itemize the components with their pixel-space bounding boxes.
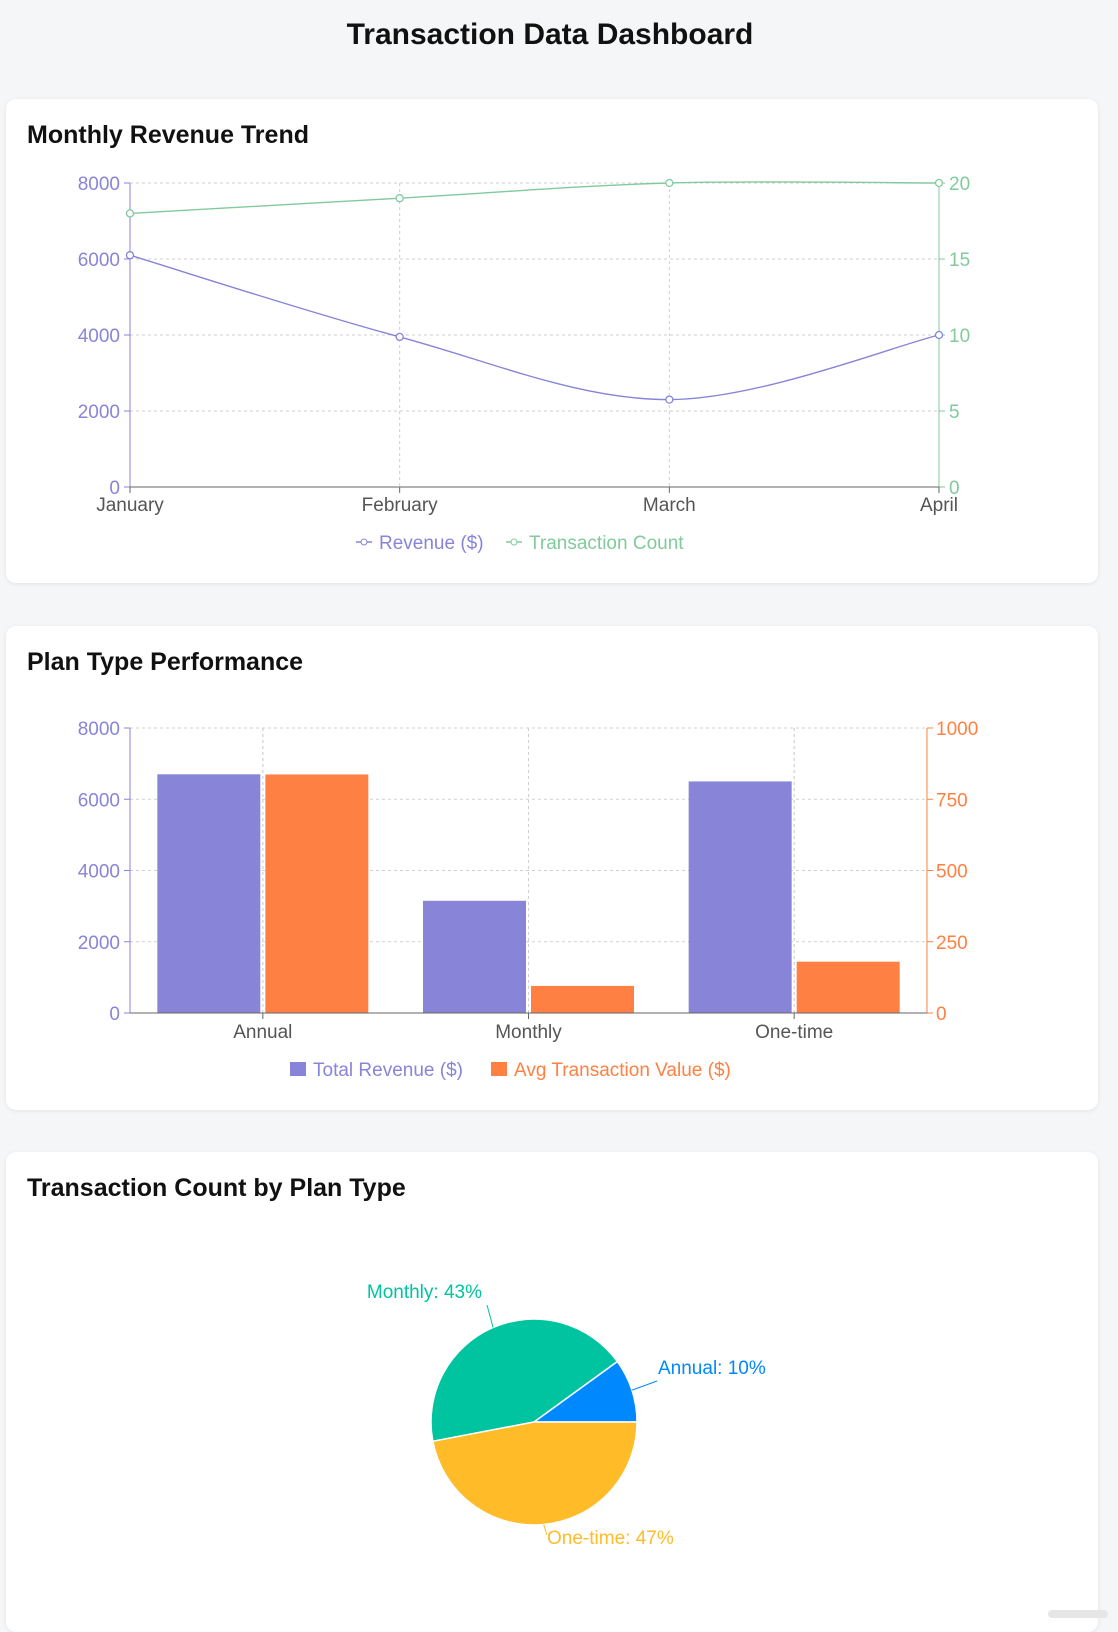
x-tick-label: One-time [755,1022,833,1043]
y-left-tick-label: 6000 [78,790,120,811]
y-right-tick-label: 500 [936,862,968,883]
legend-transaction-count-marker [511,539,517,545]
revenue-point [666,396,673,403]
revenue-point [127,252,134,259]
y-left-tick-label: 2000 [78,933,120,954]
legend-transaction-count-label: Transaction Count [529,533,684,554]
revenue-line [130,255,939,399]
y-left-tick-label: 0 [109,1004,120,1025]
bar-avg-transaction-value [797,962,900,1013]
pie-label-monthly: Monthly: 43% [367,1282,482,1303]
revenue-point [396,333,403,340]
y-right-tick-label: 250 [936,933,968,954]
legend-total-revenue-icon [290,1062,306,1076]
bar-avg-transaction-value [265,774,368,1013]
transaction-count-point [666,180,673,187]
bar-total-revenue [157,774,260,1013]
pie-slice-one-time [433,1422,637,1525]
y-left-tick-label: 4000 [78,326,120,347]
legend-total-revenue-label: Total Revenue ($) [313,1060,463,1081]
pie-label-line [487,1305,493,1327]
x-tick-label: Annual [233,1022,292,1043]
plan-performance-chart: 0 2000 4000 6000 8000 0 250 500 750 1000 Annual Mon… [6,626,1098,1110]
x-tick-label: Monthly [495,1022,562,1043]
legend-revenue-label: Revenue ($) [379,533,484,554]
x-tick-label: January [96,495,164,516]
bar-total-revenue [689,781,792,1013]
y-left-tick-label: 2000 [78,402,120,423]
transaction-count-line [130,182,939,214]
revenue-point [936,332,943,339]
legend-avg-transaction-value-label: Avg Transaction Value ($) [514,1060,731,1081]
pie-label-one-time: One-time: 47% [547,1528,674,1549]
y-right-tick-label: 750 [936,790,968,811]
pie-label-annual: Annual: 10% [658,1358,766,1379]
grid [130,183,939,487]
transaction-count-card: Transaction Count by Plan Type Annual: 1… [6,1152,1098,1632]
transaction-count-pie-chart: Annual: 10% Monthly: 43% One-time: 47% [6,1152,1098,1622]
y-left-tick-label: 8000 [78,174,120,195]
y-left-tick-label: 6000 [78,250,120,271]
x-tick-label: March [643,495,696,516]
y-left-tick-label: 8000 [78,719,120,740]
legend-revenue-marker [361,539,367,545]
transaction-count-point [127,210,134,217]
y-right-tick-label: 15 [949,250,970,271]
x-tick-label: April [920,495,958,516]
y-right-tick-label: 1000 [936,719,978,740]
bar-avg-transaction-value [531,986,634,1013]
y-right-tick-label: 5 [949,402,960,423]
transaction-count-point [396,195,403,202]
bar-total-revenue [423,901,526,1013]
scrollbar-thumb[interactable] [1048,1610,1108,1618]
y-right-tick-label: 20 [949,174,970,195]
y-right-tick-label: 0 [936,1004,947,1025]
y-left-tick-label: 4000 [78,862,120,883]
page-title: Transaction Data Dashboard [0,18,1100,52]
x-tick-label: February [362,495,439,516]
y-right-tick-label: 10 [949,326,970,347]
pie-label-line [632,1381,657,1390]
transaction-count-point [936,180,943,187]
legend-avg-transaction-value-icon [491,1062,507,1076]
